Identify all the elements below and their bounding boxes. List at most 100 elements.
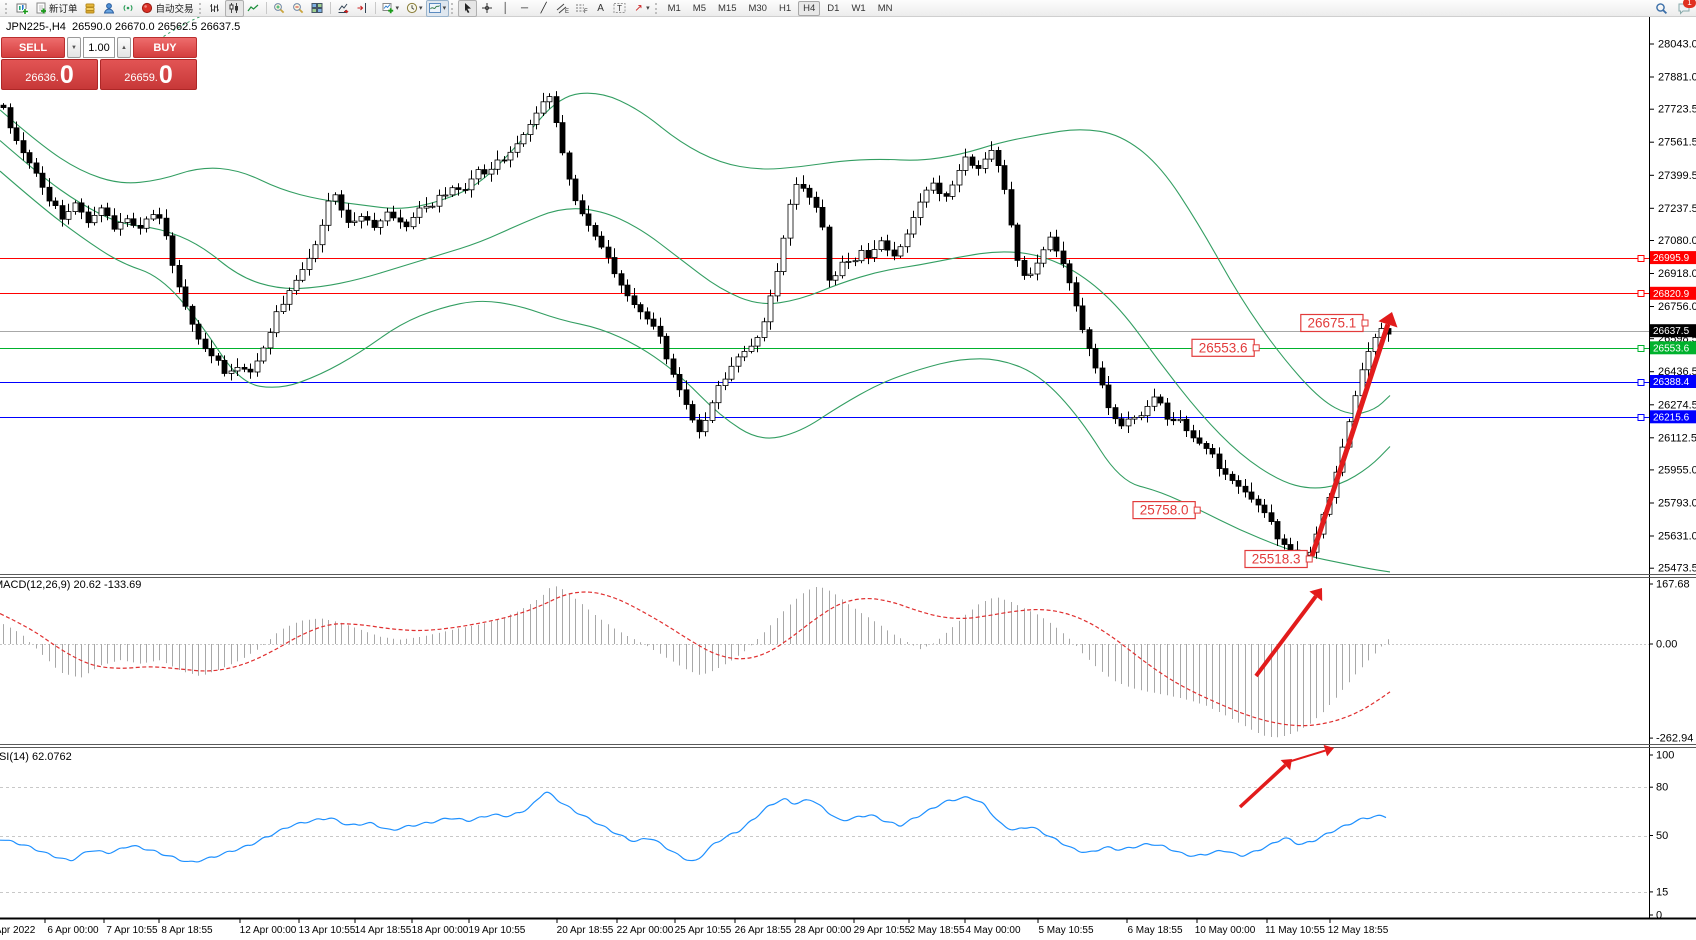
autotrading-button[interactable]: 自动交易 bbox=[138, 0, 197, 17]
price-annotation[interactable]: 26553.6 bbox=[1191, 338, 1260, 357]
channel-button[interactable]: E bbox=[553, 0, 572, 17]
time-axis-label: 25 Apr 10:55 bbox=[675, 925, 732, 936]
text-label-icon: T bbox=[613, 2, 626, 15]
templates-icon bbox=[429, 2, 442, 15]
svg-text:0: 0 bbox=[1656, 910, 1662, 922]
tab-timeframe-d1[interactable]: D1 bbox=[827, 2, 840, 14]
horizontal-line-button[interactable]: ─ bbox=[515, 0, 534, 17]
templates-button[interactable]: ▾ bbox=[425, 0, 450, 17]
level-price-tag: 26388.4 bbox=[1650, 375, 1696, 388]
macd-signal-line bbox=[0, 591, 1391, 727]
time-axis-label: 7 Apr 10:55 bbox=[106, 925, 158, 936]
svg-text:100: 100 bbox=[1656, 750, 1674, 762]
trendline-button[interactable]: ╱ bbox=[534, 0, 553, 17]
tab-timeframe-m5[interactable]: M5 bbox=[692, 2, 706, 14]
level-price-tag: 26553.6 bbox=[1650, 341, 1696, 355]
svg-text:26675.1: 26675.1 bbox=[1307, 316, 1356, 331]
trend-arrow[interactable] bbox=[1287, 744, 1334, 763]
chart-shift-button[interactable] bbox=[353, 0, 372, 17]
crosshair-icon bbox=[480, 2, 493, 15]
styles-button[interactable] bbox=[81, 0, 100, 17]
level-line[interactable] bbox=[0, 379, 1649, 386]
price-annotation[interactable]: 25518.3 bbox=[1244, 549, 1313, 569]
time-axis-label: 5 May 10:55 bbox=[1038, 925, 1093, 936]
trend-arrow[interactable] bbox=[1254, 588, 1323, 678]
profile-button[interactable] bbox=[100, 0, 119, 17]
sell-price-big-digit: 0 bbox=[59, 61, 74, 89]
macd-indicator-label: MACD(12,26,9) 20.62 -133.69 bbox=[0, 579, 142, 591]
svg-text:15: 15 bbox=[1656, 886, 1668, 898]
toolbar-grip bbox=[5, 2, 9, 14]
svg-text:25631.0: 25631.0 bbox=[1658, 531, 1696, 543]
level-price-tag: 26995.9 bbox=[1650, 251, 1696, 265]
trend-arrow[interactable] bbox=[1309, 312, 1398, 557]
sell-button[interactable]: SELL bbox=[1, 37, 65, 58]
dropdown-caret: ▾ bbox=[442, 5, 447, 12]
buy-price-panel[interactable]: 26659. 0 bbox=[100, 59, 197, 90]
tab-timeframe-m15[interactable]: M15 bbox=[718, 2, 737, 14]
level-line[interactable] bbox=[0, 414, 1649, 421]
level-line[interactable] bbox=[0, 290, 1649, 297]
horizontal-line-icon: ─ bbox=[521, 2, 529, 14]
current-price-tag: 26637.5 bbox=[1650, 324, 1696, 338]
trendline-icon: ╱ bbox=[540, 2, 547, 14]
time-axis-label: Apr 2022 bbox=[0, 925, 36, 936]
autotrading-label: 自动交易 bbox=[155, 4, 194, 15]
line-chart-button[interactable] bbox=[244, 0, 263, 17]
periods-button[interactable]: ▾ bbox=[402, 0, 426, 17]
tab-timeframe-m30[interactable]: M30 bbox=[748, 2, 767, 14]
toolbar-grip bbox=[198, 2, 203, 14]
volume-down-button[interactable]: ▼ bbox=[67, 37, 81, 58]
tab-timeframe-mn[interactable]: MN bbox=[877, 2, 893, 14]
bar-chart-button[interactable] bbox=[206, 0, 225, 17]
zoom-in-button[interactable] bbox=[270, 0, 289, 17]
svg-text:26995.9: 26995.9 bbox=[1653, 253, 1690, 264]
tile-windows-icon bbox=[311, 2, 324, 15]
text-icon: A bbox=[597, 2, 604, 14]
search-button[interactable] bbox=[1652, 0, 1671, 17]
text-button[interactable]: A bbox=[591, 0, 610, 17]
rsi-indicator-label: RSI(14) 62.0762 bbox=[0, 751, 72, 763]
tab-timeframe-w1[interactable]: W1 bbox=[851, 2, 866, 14]
line-chart-icon bbox=[247, 2, 260, 15]
cursor-button[interactable] bbox=[458, 0, 478, 17]
tile-windows-button[interactable] bbox=[308, 0, 327, 17]
crosshair-button[interactable] bbox=[477, 0, 496, 17]
new-order-button[interactable]: 新订单 bbox=[31, 0, 81, 17]
volume-up-button[interactable]: ▲ bbox=[117, 37, 131, 58]
tab-timeframe-h1[interactable]: H1 bbox=[778, 2, 792, 14]
rsi-line bbox=[0, 791, 1387, 863]
new-chart-button[interactable] bbox=[12, 0, 31, 17]
sell-price-panel[interactable]: 26636. 0 bbox=[1, 59, 98, 90]
text-label-button[interactable]: T bbox=[610, 0, 629, 17]
level-line[interactable] bbox=[0, 255, 1649, 262]
volume-input[interactable]: 1.00 bbox=[83, 37, 115, 58]
time-axis-label: 6 Apr 00:00 bbox=[47, 925, 99, 936]
signals-button[interactable] bbox=[119, 0, 138, 17]
toolbar-separator bbox=[374, 2, 376, 14]
time-axis-label: 28 Apr 00:00 bbox=[795, 925, 852, 936]
time-axis-label: 11 May 10:55 bbox=[1265, 925, 1325, 936]
fibonacci-button[interactable]: F bbox=[572, 0, 591, 17]
arrows-button[interactable]: ↗ ▾ bbox=[629, 0, 653, 17]
tab-timeframe-h4[interactable]: H4 bbox=[798, 0, 821, 16]
candlestick-chart-button[interactable] bbox=[224, 0, 244, 17]
toolbar-separator bbox=[265, 2, 267, 14]
auto-scroll-button[interactable] bbox=[334, 0, 353, 17]
vertical-line-button[interactable]: │ bbox=[496, 0, 515, 17]
svg-text:27080.0: 27080.0 bbox=[1658, 235, 1696, 247]
svg-text:26553.6: 26553.6 bbox=[1653, 343, 1690, 354]
svg-text:28043.0: 28043.0 bbox=[1658, 39, 1696, 51]
styles-icon bbox=[84, 2, 97, 15]
zoom-out-button[interactable] bbox=[289, 0, 308, 17]
price-annotation[interactable]: 25758.0 bbox=[1132, 501, 1201, 520]
trend-arrow[interactable] bbox=[1238, 759, 1292, 809]
price-annotation[interactable]: 26675.1 bbox=[1300, 313, 1369, 333]
buy-button[interactable]: BUY bbox=[133, 37, 197, 58]
indicators-button[interactable]: ▾ bbox=[379, 0, 403, 17]
chat-button[interactable]: 1 bbox=[1674, 0, 1696, 17]
bar-chart-icon bbox=[209, 2, 222, 15]
level-line[interactable] bbox=[0, 345, 1649, 352]
tab-timeframe-m1[interactable]: M1 bbox=[667, 2, 681, 14]
